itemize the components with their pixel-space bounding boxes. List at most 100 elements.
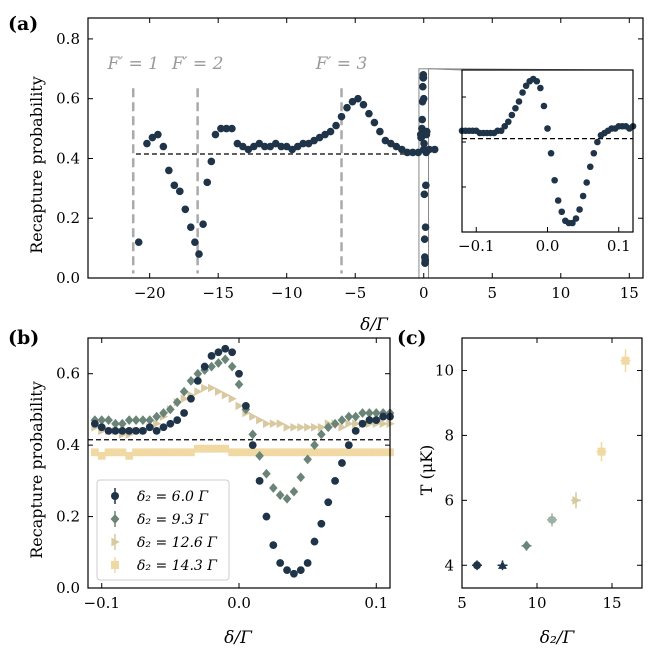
inset-connector bbox=[428, 68, 463, 71]
panel-c-point-7 bbox=[621, 356, 630, 365]
panel-a-resonance-point bbox=[422, 148, 430, 157]
panel-a-xtick: 5 bbox=[487, 284, 497, 302]
panel-b-point-2 bbox=[337, 415, 347, 426]
panel-b-point-4 bbox=[283, 448, 291, 457]
panel-a-point bbox=[154, 130, 162, 139]
panel-a-point bbox=[370, 118, 379, 127]
panel-b-point-2 bbox=[330, 418, 340, 429]
panel-a-inset: −0.1 0.0 0.1 bbox=[428, 68, 637, 255]
panel-b-point-4 bbox=[90, 448, 99, 457]
panel-a-xtick: 15 bbox=[620, 284, 639, 302]
panel-b-point-3 bbox=[345, 419, 354, 429]
panel-b-point-4 bbox=[344, 448, 353, 457]
inset-point bbox=[540, 102, 548, 110]
legend-markers bbox=[110, 488, 120, 573]
panel-b-point-1 bbox=[187, 394, 195, 403]
panel-b-point-1 bbox=[200, 362, 209, 371]
inset-point bbox=[497, 127, 505, 135]
panel-b-point-3 bbox=[194, 387, 203, 396]
panel-a-ytick: 0.4 bbox=[56, 149, 80, 167]
panel-b-point-1 bbox=[351, 426, 360, 435]
panel-a-resonance-point bbox=[419, 73, 428, 82]
panel-b-point-2 bbox=[118, 418, 127, 429]
panel-b-point-4 bbox=[351, 448, 360, 457]
inset-point bbox=[505, 118, 512, 126]
panel-a-resonance-point bbox=[419, 82, 427, 91]
panel-b-point-1 bbox=[193, 376, 202, 385]
panel-a-xtick: 0 bbox=[419, 284, 429, 302]
panel-a-point bbox=[186, 223, 195, 231]
panel-a-point bbox=[343, 103, 351, 112]
panel-b-point-1 bbox=[207, 351, 216, 360]
panel-a-xtick: −10 bbox=[271, 284, 303, 302]
panel-b-point-4 bbox=[166, 448, 175, 457]
panel-c-point-4 bbox=[548, 515, 556, 525]
panel-b-point-4 bbox=[317, 448, 326, 457]
panel-b-point-2 bbox=[179, 386, 189, 397]
panel-a-resonance-point bbox=[420, 139, 428, 148]
panel-b-point-4 bbox=[269, 448, 278, 457]
panel-a-point bbox=[176, 187, 184, 196]
panel-b-point-4 bbox=[111, 448, 120, 457]
panel-b-point-2 bbox=[111, 418, 120, 429]
inset-point bbox=[594, 138, 601, 146]
inset-point bbox=[558, 208, 566, 216]
panel-b-point-1 bbox=[262, 512, 271, 521]
panel-b: (b) Recapture probability δ/Γ −0.1 0.0 0… bbox=[8, 327, 395, 648]
panel-b-point-4 bbox=[200, 444, 209, 453]
panel-b-point-2 bbox=[282, 493, 292, 504]
panel-b-point-3 bbox=[338, 422, 347, 432]
panel-c-xtick: 15 bbox=[602, 594, 621, 612]
panel-b-point-4 bbox=[310, 448, 319, 457]
panel-a-plot-area bbox=[131, 68, 439, 279]
panel-b-ytick-labels: 0.0 0.2 0.4 0.6 bbox=[56, 365, 80, 597]
panel-a-xtick: −5 bbox=[344, 284, 366, 302]
f-prime-1-label: F′ = 1 bbox=[106, 54, 159, 74]
panel-a-point bbox=[211, 130, 220, 139]
panel-b-point-1 bbox=[365, 416, 374, 425]
panel-c-point-1 bbox=[473, 561, 481, 570]
panel-b-point-4 bbox=[132, 448, 140, 457]
panel-a-xtick: −20 bbox=[134, 284, 166, 302]
legend-marker-3 bbox=[111, 537, 120, 547]
panel-c-ticks bbox=[461, 338, 642, 588]
panel-b-xlabel: δ/Γ bbox=[224, 628, 253, 648]
panel-b-point-2 bbox=[371, 408, 381, 418]
panel-b-xtick: 0.0 bbox=[227, 594, 251, 612]
panel-a-resonance-point bbox=[420, 235, 429, 243]
inset-point bbox=[512, 104, 519, 112]
panel-b-point-2 bbox=[255, 450, 264, 461]
legend-box bbox=[96, 479, 230, 581]
panel-b-point-3 bbox=[153, 419, 162, 429]
inset-point bbox=[533, 77, 541, 85]
panel-b-frame bbox=[87, 337, 391, 589]
panel-b-point-4 bbox=[125, 451, 134, 460]
panel-b-point-1 bbox=[125, 426, 134, 435]
panel-b-ticks bbox=[88, 338, 390, 589]
panel-c-point-2 bbox=[498, 560, 507, 569]
panel-b-point-2 bbox=[214, 358, 223, 368]
panel-b-point-3 bbox=[379, 419, 388, 429]
panel-a-point bbox=[134, 238, 143, 246]
panel-b-point-4 bbox=[379, 448, 388, 457]
panel-b-ytick: 0.0 bbox=[56, 579, 80, 597]
panel-b-xtick: 0.1 bbox=[364, 594, 388, 612]
panel-c-plot-area bbox=[472, 349, 631, 571]
inset-point bbox=[576, 206, 583, 213]
panel-b-point-4 bbox=[193, 444, 202, 453]
panel-b-point-2 bbox=[104, 415, 113, 426]
panel-a-ylabel: Recapture probability bbox=[27, 76, 46, 254]
panel-b-plot-area bbox=[88, 344, 395, 578]
panel-c-ytick: 6 bbox=[444, 491, 454, 509]
panel-b-point-3 bbox=[317, 422, 327, 432]
f-prime-2-label: F′ = 2 bbox=[171, 54, 224, 74]
panel-b-point-4 bbox=[173, 448, 182, 457]
panel-b-point-4 bbox=[358, 448, 367, 457]
panel-b-xtick-labels: −0.1 0.0 0.1 bbox=[84, 594, 389, 612]
panel-b-legend: δ₂ = 6.0 Γ δ₂ = 9.3 Γ δ₂ = 12.6 Γ δ₂ = 1… bbox=[96, 479, 230, 581]
legend-marker-1 bbox=[111, 492, 119, 500]
panel-a-point bbox=[408, 148, 417, 157]
panel-a-frame bbox=[87, 17, 644, 279]
panel-b-point-1 bbox=[97, 423, 106, 432]
